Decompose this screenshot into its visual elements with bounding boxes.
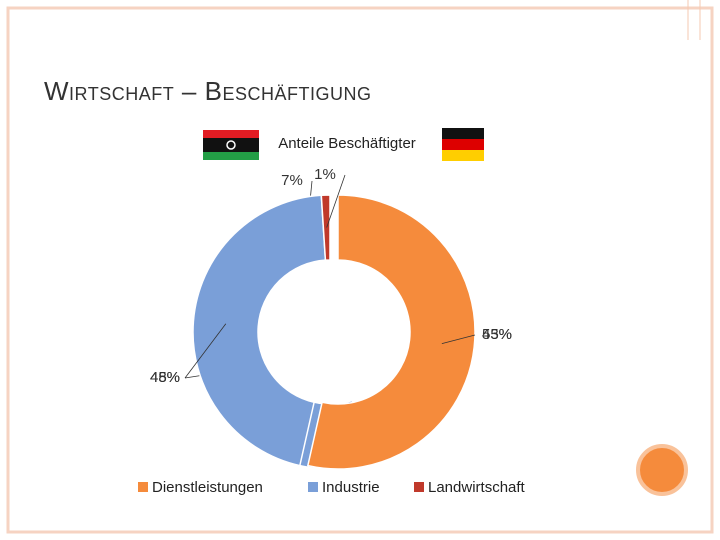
flag-libya — [203, 130, 259, 160]
data-label: 53% — [482, 326, 512, 343]
legend-swatch — [414, 482, 424, 492]
legend-label: Dienstleistungen — [152, 479, 263, 496]
data-label: 48% — [150, 369, 180, 386]
donut-slice — [306, 194, 476, 470]
donut-slice — [320, 194, 331, 261]
leader-line — [184, 323, 227, 379]
slide-title: Wirtschaft – Beschäftigung — [44, 76, 372, 106]
flag-germany — [442, 128, 484, 161]
legend-swatch — [138, 482, 148, 492]
donut-slice — [192, 194, 327, 467]
decor-circle — [636, 444, 688, 496]
data-label: 7% — [281, 172, 303, 189]
data-label: 1% — [314, 166, 336, 183]
chart-title: Anteile Beschäftigter — [278, 135, 416, 152]
data-label: 45% — [482, 326, 512, 343]
slide-frame — [6, 6, 714, 534]
legend-label: Industrie — [322, 479, 380, 496]
legend-swatch — [308, 482, 318, 492]
legend-label: Landwirtschaft — [428, 479, 526, 496]
leader-line — [441, 334, 476, 344]
data-label: 45% — [150, 369, 180, 386]
leader-line — [326, 174, 346, 228]
